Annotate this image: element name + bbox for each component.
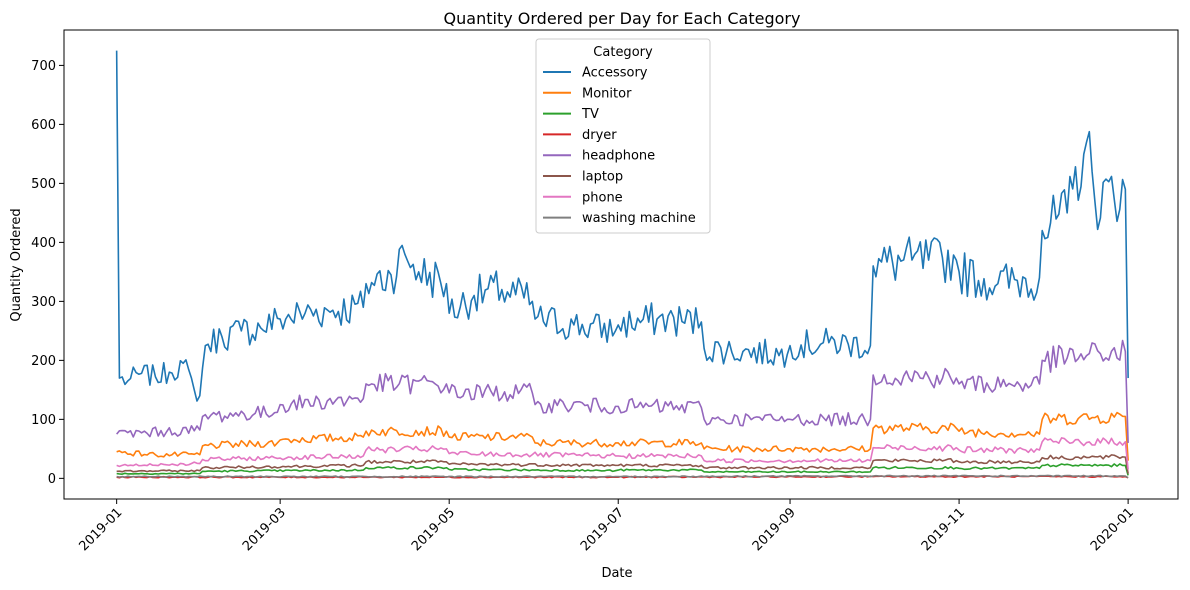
x-tick-label: 2019-09 (750, 505, 799, 554)
series-line-7 (116, 474, 1129, 479)
legend-box (535, 38, 711, 234)
legend-label: washing machine (582, 211, 696, 226)
y-tick-label: 200 (31, 354, 56, 369)
x-tick-label: 2019-05 (409, 505, 458, 554)
series-line-0 (115, 50, 1129, 402)
plot-lines (115, 50, 1129, 479)
y-axis: 0 100 200 300 400 500 600 700 (31, 59, 64, 487)
x-tick-label: 2019-11 (919, 505, 968, 554)
x-axis: 2019-01 2019-03 2019-05 2019-07 2019-09 2019-… (76, 499, 1137, 554)
y-tick-label: 600 (31, 118, 56, 133)
series-line-6 (116, 437, 1129, 470)
series-line-4 (116, 339, 1129, 443)
legend-label: dryer (582, 128, 617, 143)
legend-label: Monitor (582, 86, 632, 101)
x-tick-label: 2020-01 (1088, 505, 1137, 554)
y-axis-title: Quantity Ordered (9, 208, 24, 321)
legend-label: Accessory (582, 66, 648, 81)
x-axis-title: Date (601, 566, 632, 581)
legend-label: headphone (582, 149, 655, 164)
x-tick-label: 2019-03 (240, 505, 289, 554)
legend-label: laptop (582, 170, 623, 185)
chart-title: Quantity Ordered per Day for Each Catego… (444, 9, 801, 28)
x-tick-label: 2019-07 (578, 505, 627, 554)
legend: Category Accessory Monitor TV dryer headphon… (535, 38, 711, 234)
series-line-5 (116, 454, 1129, 474)
x-tick-label: 2019-01 (76, 505, 125, 554)
y-tick-label: 700 (31, 59, 56, 74)
y-tick-label: 500 (31, 177, 56, 192)
y-tick-label: 300 (31, 295, 56, 310)
y-tick-label: 0 (48, 472, 56, 487)
y-tick-label: 100 (31, 413, 56, 428)
plot-frame (63, 29, 1179, 500)
series-line-1 (116, 411, 1129, 461)
series-line-2 (116, 463, 1129, 476)
y-tick-label: 400 (31, 236, 56, 251)
legend-label: TV (581, 107, 599, 122)
legend-title: Category (593, 45, 653, 60)
legend-label: phone (582, 190, 623, 205)
